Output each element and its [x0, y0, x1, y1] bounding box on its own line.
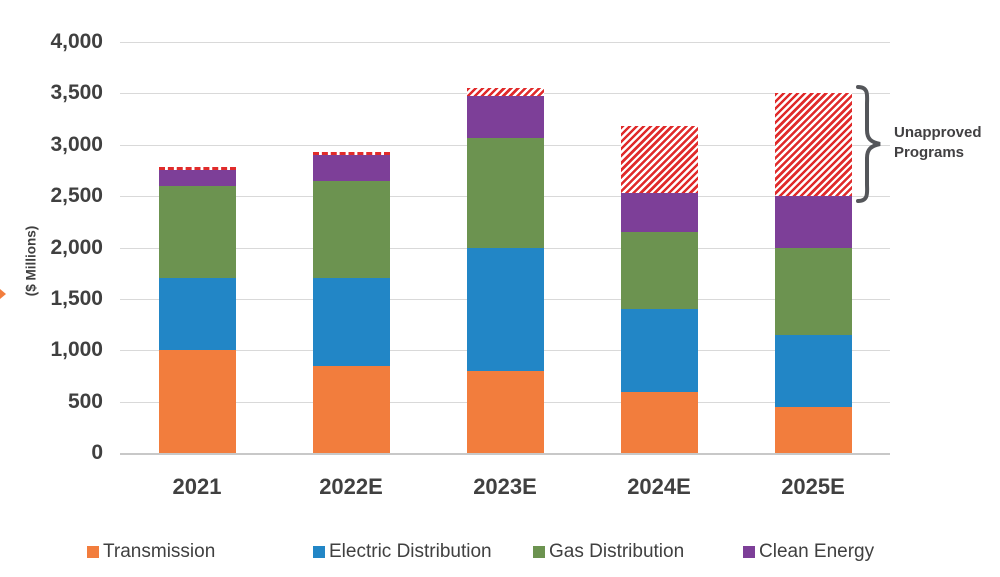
y-tick-label: 1,000	[50, 338, 103, 362]
annotation-line-1: Unapproved	[894, 124, 982, 141]
segment-unapproved-programs	[466, 88, 544, 97]
segment-electric-distribution	[158, 278, 236, 351]
segment-gas-distribution	[774, 247, 852, 335]
gridline	[120, 42, 890, 43]
segment-gas-distribution	[158, 185, 236, 279]
legend-swatch-icon	[313, 546, 325, 558]
y-tick-label: 3,000	[50, 132, 103, 156]
plot-area	[120, 42, 890, 455]
legend-label: Transmission	[103, 541, 216, 562]
y-tick-label: 1,500	[50, 286, 103, 310]
segment-unapproved-programs	[620, 126, 698, 194]
x-axis-label-2025e: 2025E	[781, 474, 845, 499]
x-axis-label-2021: 2021	[172, 474, 222, 499]
y-tick-label: 2,000	[50, 235, 103, 259]
y-tick-label: 4,000	[50, 30, 103, 53]
legend-swatch-icon	[533, 546, 545, 558]
segment-clean-energy	[466, 96, 544, 138]
segment-electric-distribution	[466, 247, 544, 371]
segment-unapproved-programs	[774, 93, 852, 197]
segment-electric-distribution	[620, 309, 698, 393]
legend-label: Electric Distribution	[329, 541, 492, 562]
segment-clean-energy	[774, 196, 852, 248]
segment-unapproved-programs	[312, 151, 390, 156]
y-tick-label: 0	[91, 441, 103, 464]
segment-clean-energy	[620, 193, 698, 233]
legend-swatch-icon	[743, 546, 755, 558]
bar-2023e	[466, 42, 544, 453]
legend-label: Clean Energy	[759, 541, 875, 562]
segment-electric-distribution	[312, 278, 390, 366]
y-tick-label: 500	[67, 389, 103, 413]
segment-gas-distribution	[312, 180, 390, 279]
bar-2022e	[312, 42, 390, 453]
segment-transmission	[774, 406, 852, 453]
legend-label: Gas Distribution	[549, 541, 685, 562]
segment-transmission	[620, 392, 698, 453]
x-axis-baseline	[120, 453, 890, 455]
bar-2025e	[774, 42, 852, 453]
segment-transmission	[466, 370, 544, 453]
legend-item-electric-distribution: Electric Distribution	[313, 541, 492, 563]
segment-clean-energy	[158, 170, 236, 186]
legend: Transmission Electric Distribution Gas Dis…	[0, 541, 1000, 565]
y-axis-tick-labels: 4,000 3,500 3,000 2,500 2,000 1,500 1,000 500 0	[0, 30, 103, 464]
unapproved-brace-icon	[856, 85, 881, 203]
x-axis-label-2023e: 2023E	[473, 474, 537, 499]
bar-2021	[158, 42, 236, 453]
segment-clean-energy	[312, 155, 390, 181]
bar-2024e	[620, 42, 698, 453]
left-edge-arrow-icon	[0, 289, 6, 299]
unapproved-programs-annotation: Unapproved Programs	[894, 123, 982, 163]
annotation-line-2: Programs	[894, 144, 965, 161]
x-axis-label-2024e: 2024E	[627, 474, 691, 499]
segment-electric-distribution	[774, 334, 852, 407]
legend-swatch-icon	[87, 546, 99, 558]
segment-transmission	[312, 365, 390, 453]
x-axis-label-2022e: 2022E	[319, 474, 383, 499]
y-tick-label: 2,500	[50, 184, 103, 208]
legend-item-gas-distribution: Gas Distribution	[533, 541, 684, 563]
legend-item-clean-energy: Clean Energy	[743, 541, 874, 563]
segment-gas-distribution	[620, 232, 698, 310]
legend-item-transmission: Transmission	[87, 541, 215, 563]
segment-transmission	[158, 350, 236, 453]
segment-gas-distribution	[466, 137, 544, 248]
y-tick-label: 3,500	[50, 81, 103, 105]
segment-unapproved-programs	[158, 166, 236, 171]
